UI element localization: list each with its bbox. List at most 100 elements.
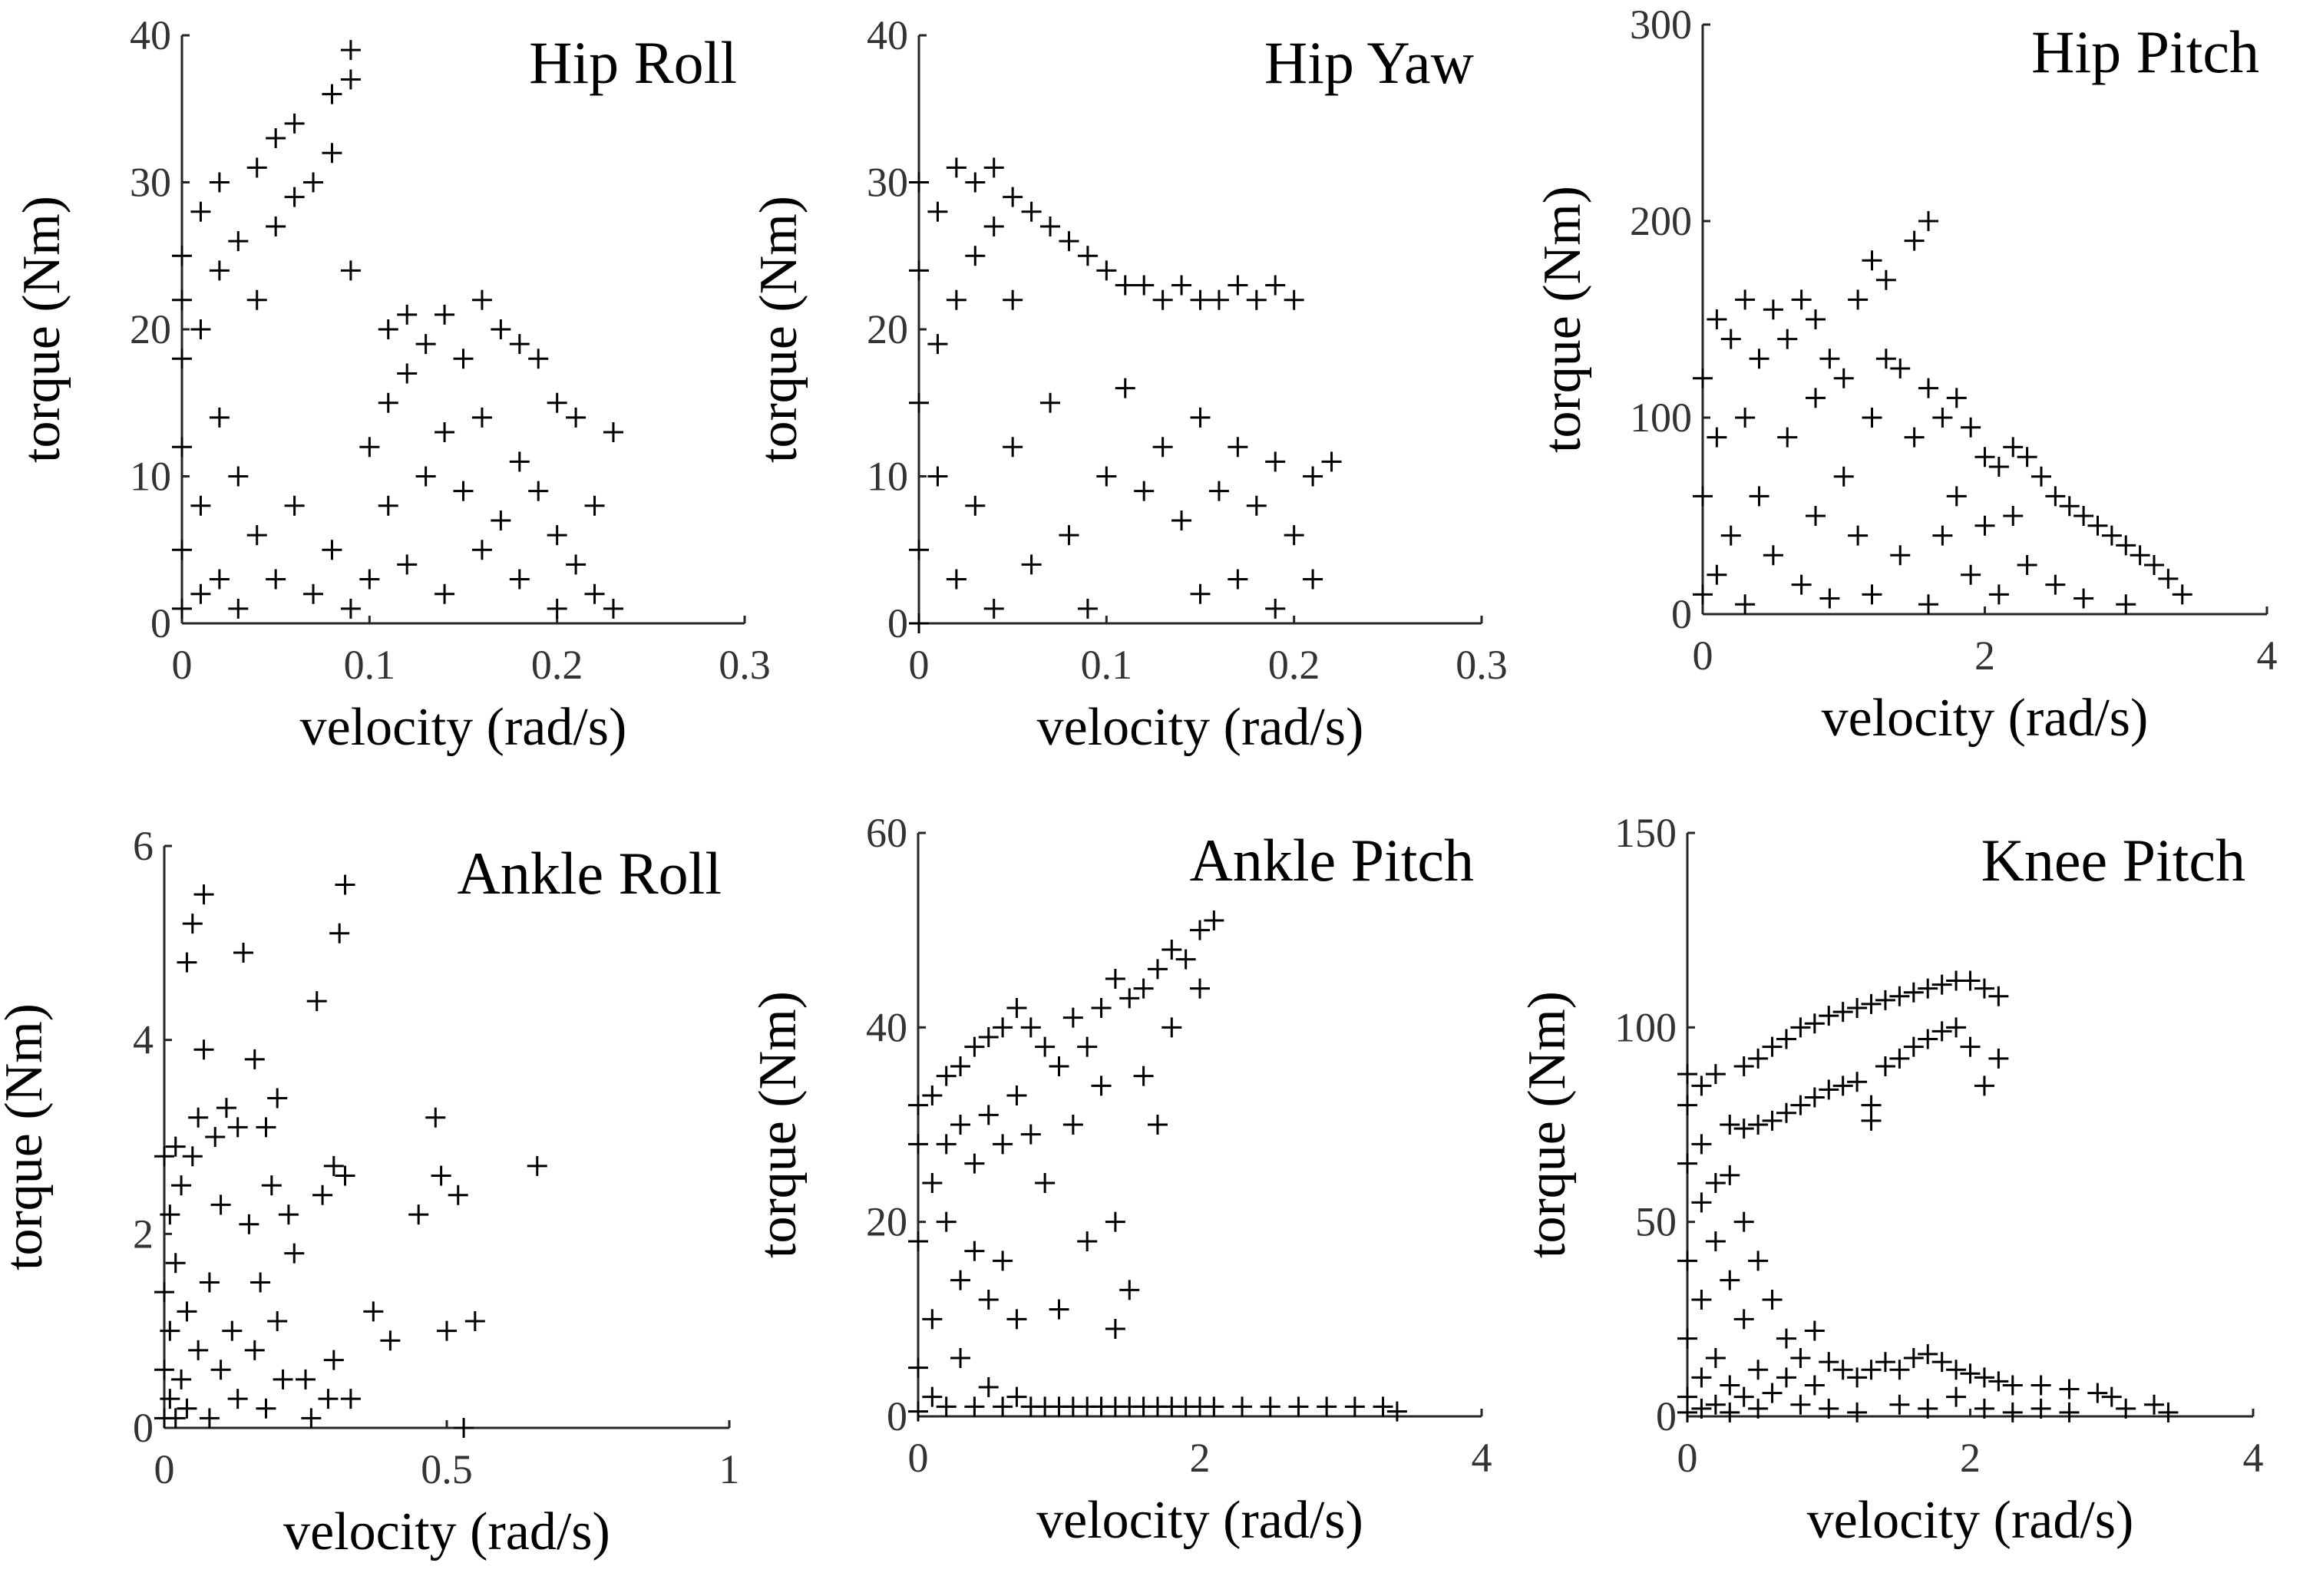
x-axis-label: velocity (rad/s)	[1822, 689, 2149, 748]
data-point	[1819, 1398, 1839, 1419]
data-point	[2116, 1398, 2136, 1419]
data-point	[1946, 486, 1967, 507]
data-point	[435, 583, 455, 604]
data-point	[1847, 1072, 1868, 1092]
data-point	[1847, 1367, 1868, 1388]
data-point	[188, 1340, 209, 1360]
data-point	[908, 1357, 928, 1378]
data-point	[471, 407, 492, 428]
data-point	[1152, 289, 1173, 310]
data-point	[964, 1036, 985, 1057]
data-point	[1875, 990, 1895, 1010]
data-point	[1035, 1036, 1056, 1057]
data-point	[378, 392, 398, 413]
data-point	[233, 942, 254, 963]
data-point	[1091, 1076, 1112, 1096]
y-tick-label: 20	[867, 306, 908, 352]
data-point	[978, 1027, 999, 1047]
data-point	[256, 1398, 276, 1419]
data-point	[256, 1117, 276, 1138]
data-point	[1931, 1021, 1952, 1042]
data-points	[908, 910, 1407, 1422]
data-point	[1848, 525, 1869, 546]
data-point	[1720, 329, 1741, 349]
data-point	[1819, 1006, 1839, 1026]
data-point	[1691, 1290, 1712, 1310]
data-point	[2172, 584, 2192, 605]
data-point	[1735, 408, 1756, 428]
data-point	[1932, 408, 1953, 428]
data-point	[318, 1389, 339, 1409]
data-point	[1903, 1036, 1924, 1057]
y-tick-label: 0	[887, 1393, 907, 1439]
y-tick-label: 30	[130, 160, 171, 206]
data-point	[1344, 1396, 1365, 1417]
data-point	[1020, 1017, 1041, 1038]
data-point	[172, 437, 192, 458]
data-point	[965, 246, 986, 266]
data-point	[2158, 568, 2179, 589]
data-point	[246, 289, 267, 310]
data-point	[1735, 594, 1756, 615]
data-point	[160, 1204, 180, 1225]
data-point	[1776, 1328, 1796, 1349]
y-tick-label: 0	[150, 600, 171, 646]
data-point	[177, 1398, 197, 1419]
data-point	[1918, 211, 1938, 231]
data-point	[266, 128, 286, 149]
data-point	[435, 422, 455, 443]
data-point	[1833, 466, 1854, 487]
data-point	[1806, 388, 1826, 408]
x-tick-label: 0	[154, 1446, 175, 1492]
data-point	[380, 1330, 401, 1351]
data-point	[936, 1134, 957, 1155]
data-point	[1115, 275, 1135, 296]
data-point	[1748, 1251, 1769, 1271]
data-point	[909, 540, 929, 560]
y-tick-label: 300	[1630, 2, 1692, 48]
x-axis-label: velocity (rad/s)	[283, 1502, 610, 1561]
y-tick-label: 2	[133, 1211, 154, 1257]
data-point	[296, 1369, 316, 1389]
data-point	[1677, 1251, 1697, 1271]
x-tick-label: 0	[909, 642, 930, 688]
data-point	[1777, 427, 1798, 448]
data-point	[209, 172, 230, 193]
data-point	[1317, 1396, 1337, 1417]
data-point	[1861, 1110, 1882, 1131]
data-point	[1776, 1102, 1796, 1123]
data-point	[1134, 275, 1155, 296]
data-point	[397, 304, 418, 325]
data-point	[1749, 486, 1769, 507]
data-point	[267, 1311, 288, 1332]
data-point	[1006, 998, 1027, 1018]
data-point	[228, 231, 249, 252]
data-point	[1062, 1115, 1083, 1135]
data-point	[1119, 988, 1140, 1009]
data-point	[1691, 1367, 1712, 1388]
y-tick-label: 0	[133, 1405, 154, 1451]
data-point	[190, 495, 211, 516]
data-point	[983, 598, 1004, 619]
data-point	[936, 1066, 957, 1086]
data-point	[1749, 349, 1769, 369]
data-point	[2087, 515, 2108, 536]
data-point	[1265, 451, 1286, 472]
data-point	[1733, 1211, 1754, 1232]
data-point	[909, 613, 929, 633]
data-point	[210, 1360, 231, 1380]
data-point	[1862, 250, 1882, 271]
data-point	[1077, 1231, 1098, 1251]
data-point	[244, 1340, 265, 1360]
data-point	[1875, 1352, 1895, 1373]
data-point	[922, 1386, 943, 1407]
data-point	[1819, 349, 1840, 369]
data-point	[927, 466, 948, 487]
data-point	[2031, 466, 2051, 487]
data-point	[1961, 564, 1981, 585]
data-point	[2045, 574, 2066, 595]
data-point	[584, 583, 605, 604]
x-tick-label: 0	[1677, 1435, 1698, 1481]
data-point	[1677, 1328, 1697, 1349]
y-tick-label: 40	[130, 12, 171, 58]
